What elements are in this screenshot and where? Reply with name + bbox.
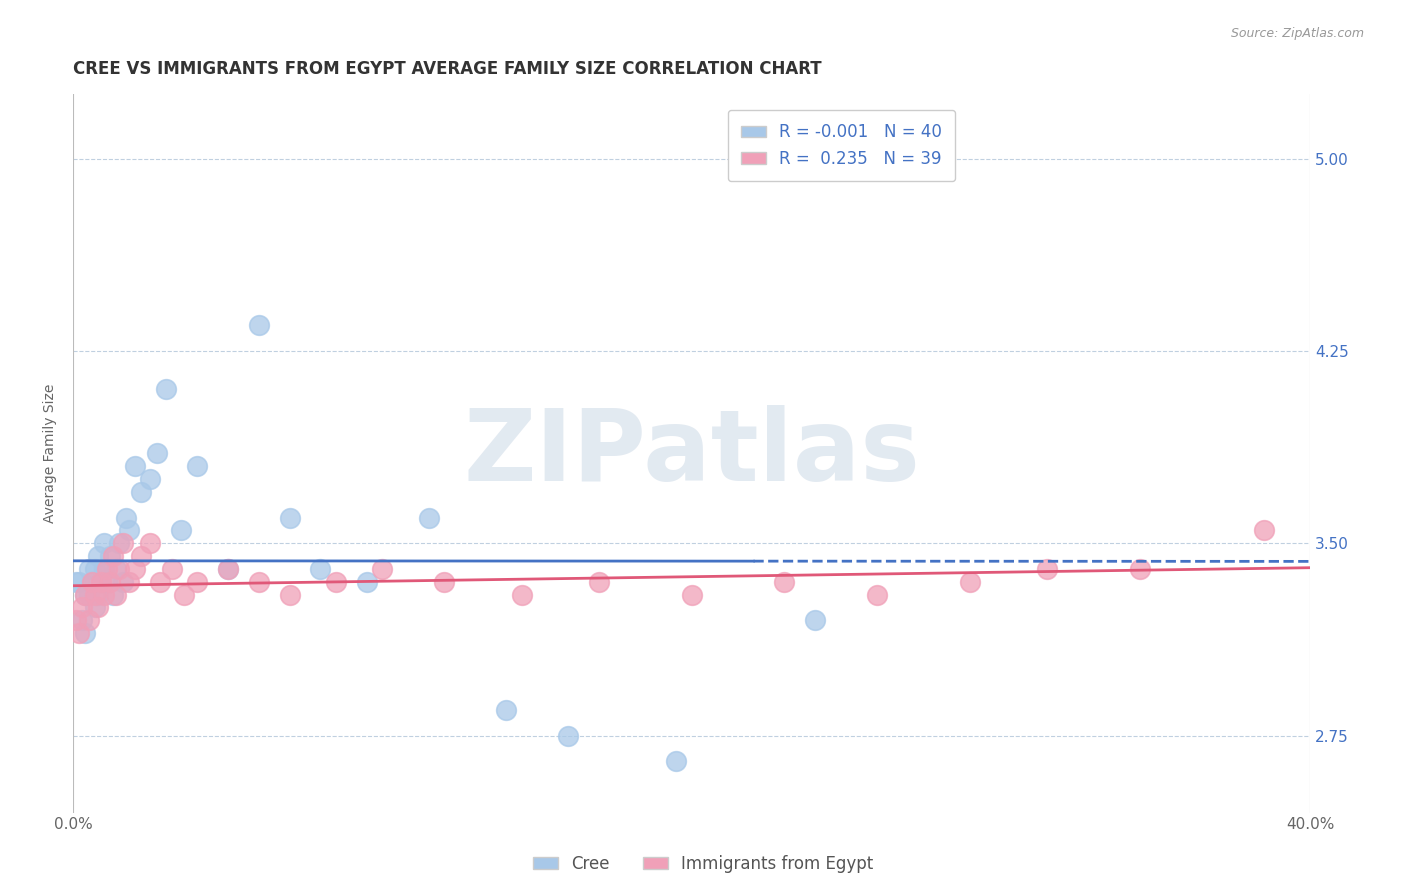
Point	[75, 588, 97, 602]
Point	[118, 524, 141, 538]
Point	[557, 729, 579, 743]
Point	[75, 626, 97, 640]
Point	[309, 562, 332, 576]
Point	[75, 588, 97, 602]
Point	[105, 562, 128, 576]
Point	[495, 703, 517, 717]
Point	[773, 574, 796, 589]
Point	[93, 588, 115, 602]
Point	[77, 613, 100, 627]
Point	[96, 574, 118, 589]
Point	[77, 562, 100, 576]
Point	[510, 588, 533, 602]
Point	[247, 574, 270, 589]
Legend: Cree, Immigrants from Egypt: Cree, Immigrants from Egypt	[526, 848, 880, 880]
Point	[217, 562, 239, 576]
Point	[98, 574, 121, 589]
Point	[866, 588, 889, 602]
Point	[278, 588, 301, 602]
Point	[83, 588, 105, 602]
Point	[80, 574, 103, 589]
Point	[139, 536, 162, 550]
Point	[173, 588, 195, 602]
Point	[93, 536, 115, 550]
Point	[217, 562, 239, 576]
Point	[103, 588, 125, 602]
Point	[118, 574, 141, 589]
Point	[139, 472, 162, 486]
Point	[87, 588, 110, 602]
Point	[1036, 562, 1059, 576]
Point	[72, 613, 94, 627]
Point	[77, 588, 100, 602]
Point	[149, 574, 172, 589]
Point	[145, 446, 167, 460]
Point	[588, 574, 610, 589]
Point	[129, 549, 152, 563]
Point	[160, 562, 183, 576]
Point	[665, 754, 688, 768]
Point	[67, 626, 90, 640]
Point	[1253, 524, 1275, 538]
Point	[108, 562, 131, 576]
Point	[87, 600, 110, 615]
Point	[129, 485, 152, 500]
Legend: R = -0.001   N = 40, R =  0.235   N = 39: R = -0.001 N = 40, R = 0.235 N = 39	[727, 110, 956, 181]
Point	[72, 600, 94, 615]
Point	[1129, 562, 1152, 576]
Point	[433, 574, 456, 589]
Point	[96, 562, 118, 576]
Y-axis label: Average Family Size: Average Family Size	[44, 384, 58, 524]
Point	[681, 588, 703, 602]
Point	[83, 600, 105, 615]
Point	[65, 574, 87, 589]
Text: CREE VS IMMIGRANTS FROM EGYPT AVERAGE FAMILY SIZE CORRELATION CHART: CREE VS IMMIGRANTS FROM EGYPT AVERAGE FA…	[73, 60, 821, 78]
Point	[959, 574, 981, 589]
Point	[114, 510, 136, 524]
Point	[186, 574, 208, 589]
Point	[804, 613, 827, 627]
Point	[418, 510, 440, 524]
Point	[124, 562, 146, 576]
Point	[111, 536, 134, 550]
Point	[105, 588, 128, 602]
Point	[103, 549, 125, 563]
Point	[278, 510, 301, 524]
Point	[170, 524, 193, 538]
Point	[247, 318, 270, 333]
Point	[186, 459, 208, 474]
Point	[80, 574, 103, 589]
Point	[98, 549, 121, 563]
Point	[325, 574, 347, 589]
Point	[90, 574, 112, 589]
Text: Source: ZipAtlas.com: Source: ZipAtlas.com	[1230, 27, 1364, 40]
Point	[111, 574, 134, 589]
Point	[155, 383, 177, 397]
Point	[90, 574, 112, 589]
Point	[87, 549, 110, 563]
Point	[371, 562, 394, 576]
Point	[356, 574, 378, 589]
Point	[67, 574, 90, 589]
Point	[124, 459, 146, 474]
Point	[65, 613, 87, 627]
Point	[93, 562, 115, 576]
Text: ZIPatlas: ZIPatlas	[463, 405, 920, 502]
Point	[108, 536, 131, 550]
Point	[83, 562, 105, 576]
